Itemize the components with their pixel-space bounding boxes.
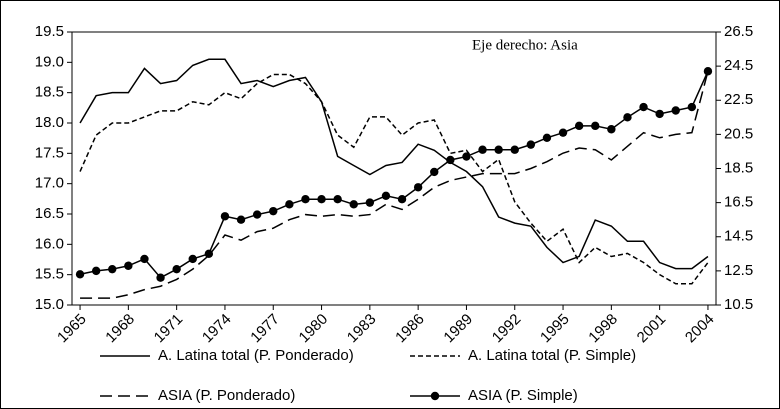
series-point: [703, 67, 713, 76]
y2-tick-label: 12.5: [724, 262, 753, 279]
series-point: [607, 125, 616, 134]
y-tick-label: 18.5: [35, 84, 64, 101]
series-point: [236, 215, 246, 224]
series-point: [124, 261, 133, 270]
series-point: [317, 195, 326, 204]
series-point: [413, 183, 423, 192]
series-line: [80, 71, 709, 299]
series-line: [79, 73, 709, 285]
series-point: [591, 121, 600, 131]
legend-label: A. Latina total (P. Ponderado): [158, 347, 354, 364]
legend-label: A. Latina total (P. Simple): [468, 347, 636, 364]
y2-tick-label: 24.5: [724, 57, 753, 74]
series-point: [397, 195, 407, 204]
series-point: [140, 254, 149, 264]
series-point: [285, 200, 294, 209]
series-point: [462, 152, 471, 161]
series-point: [220, 212, 230, 221]
series-point: [333, 195, 342, 204]
legend-marker: [430, 391, 440, 401]
series-point: [301, 195, 310, 204]
y-tick-label: 15.5: [35, 266, 64, 283]
y-tick-label: 17.5: [35, 144, 64, 161]
y2-tick-label: 22.5: [724, 91, 753, 108]
y-tick-label: 17.0: [35, 175, 64, 192]
series-line: [79, 58, 709, 270]
legend-label: ASIA (P. Ponderado): [158, 387, 295, 404]
y-tick-label: 19.0: [35, 53, 64, 70]
y2-tick-label: 26.5: [724, 23, 753, 40]
series-point: [494, 145, 503, 154]
y-tick-label: 19.5: [35, 23, 64, 40]
series-point: [623, 113, 632, 122]
y2-tick-label: 16.5: [724, 194, 753, 211]
y2-tick-label: 14.5: [724, 228, 753, 245]
series-point: [269, 206, 278, 216]
y-tick-label: 18.0: [35, 114, 64, 131]
series-line: [79, 70, 709, 279]
series-point: [510, 145, 519, 154]
series-point: [349, 200, 358, 209]
series-point: [365, 198, 375, 207]
series-point: [172, 264, 181, 274]
y2-tick-label: 18.5: [724, 159, 753, 176]
series-point: [655, 109, 664, 119]
series-point: [252, 210, 262, 219]
series-point: [156, 273, 165, 282]
series-point: [574, 121, 584, 131]
series-point: [91, 266, 101, 276]
y2-tick-label: 10.5: [724, 296, 753, 313]
series-point: [687, 102, 697, 112]
y-tick-label: 16.0: [35, 235, 64, 252]
series-point: [671, 106, 680, 115]
y-tick-label: 16.5: [35, 205, 64, 222]
series-point: [188, 254, 197, 264]
series-point: [430, 167, 439, 177]
series-point: [558, 128, 568, 137]
series-point: [526, 140, 536, 149]
series-point: [75, 270, 85, 279]
series-point: [542, 133, 552, 142]
series-point: [204, 249, 214, 259]
series-point: [639, 102, 648, 112]
legend-label: ASIA (P. Simple): [468, 387, 578, 404]
series-point: [446, 155, 455, 165]
y2-tick-label: 20.5: [724, 125, 753, 142]
series-point: [381, 191, 391, 200]
series-point: [108, 264, 117, 274]
y-tick-label: 15.0: [35, 296, 64, 313]
annotation: Eje derecho: Asia: [472, 37, 578, 53]
series-point: [478, 145, 487, 154]
